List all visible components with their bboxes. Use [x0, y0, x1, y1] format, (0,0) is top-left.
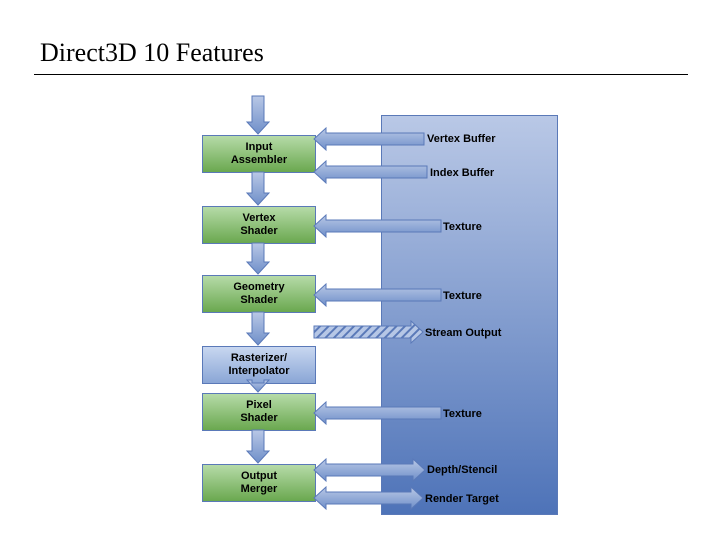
arrows-svg: [0, 0, 720, 540]
arrow-va-ps-om: [247, 430, 269, 463]
arrow-ha-tex-ps: [314, 402, 441, 424]
arrow-ha-rt-om: [314, 487, 423, 509]
arrow-ha-ib-ia: [314, 161, 427, 183]
arrow-ha-tex-vs: [314, 215, 441, 237]
arrow-va-gs-ri: [247, 312, 269, 345]
arrow-ha-tex-gs: [314, 284, 441, 306]
arrow-va-ia-vs: [247, 172, 269, 205]
page-root: Direct3D 10 Features Vertex BufferIndex …: [0, 0, 720, 540]
arrow-va-top-ia: [247, 96, 269, 134]
arrow-va-vs-gs: [247, 243, 269, 274]
arrow-ha-vb-ia: [314, 128, 424, 150]
arrow-ha-ds-om: [314, 459, 425, 481]
arrow-va-ri-ps: [247, 380, 269, 392]
arrow-ha-so-gs: [314, 321, 423, 343]
